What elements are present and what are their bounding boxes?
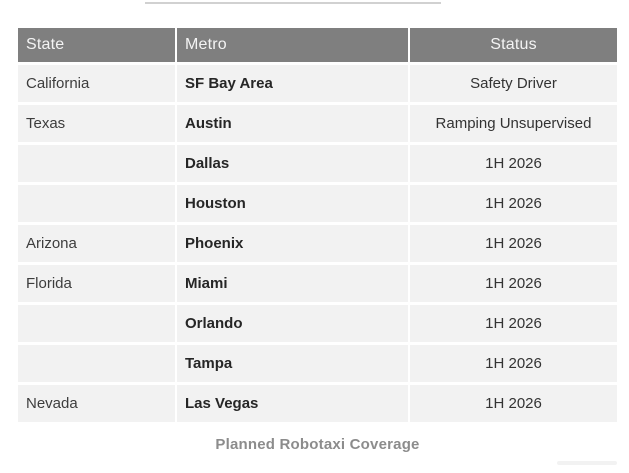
cell-status: 1H 2026 [410, 185, 617, 222]
cell-status: Ramping Unsupervised [410, 105, 617, 142]
robotaxi-coverage-table: State Metro Status California SF Bay Are… [18, 28, 617, 453]
table-row: Nevada Las Vegas 1H 2026 [18, 385, 617, 422]
cell-state: Texas [18, 105, 175, 142]
cell-state: Florida [18, 265, 175, 302]
table-row: Arizona Phoenix 1H 2026 [18, 225, 617, 262]
cell-state: Arizona [18, 225, 175, 262]
cell-metro: Austin [177, 105, 408, 142]
cell-metro: SF Bay Area [177, 65, 408, 102]
table-row: Tampa 1H 2026 [18, 345, 617, 382]
table-caption: Planned Robotaxi Coverage [215, 436, 420, 453]
table-row: Florida Miami 1H 2026 [18, 265, 617, 302]
column-header-metro: Metro [177, 28, 408, 62]
watermark-smudge-artifact [557, 461, 617, 465]
column-header-status: Status [410, 28, 617, 62]
table-row: Houston 1H 2026 [18, 185, 617, 222]
cell-status: 1H 2026 [410, 345, 617, 382]
table-header-row: State Metro Status [18, 28, 617, 62]
table-row: Dallas 1H 2026 [18, 145, 617, 182]
cropped-top-line-artifact [145, 2, 441, 4]
cell-status: 1H 2026 [410, 385, 617, 422]
table: State Metro Status California SF Bay Are… [18, 28, 617, 422]
cell-metro: Houston [177, 185, 408, 222]
cell-metro: Miami [177, 265, 408, 302]
cell-metro: Las Vegas [177, 385, 408, 422]
table-row: California SF Bay Area Safety Driver [18, 65, 617, 102]
column-header-state: State [18, 28, 175, 62]
cell-status: 1H 2026 [410, 145, 617, 182]
cell-state [18, 305, 175, 342]
cell-metro: Phoenix [177, 225, 408, 262]
cell-metro: Tampa [177, 345, 408, 382]
cell-state [18, 185, 175, 222]
cell-status: Safety Driver [410, 65, 617, 102]
cell-status: 1H 2026 [410, 225, 617, 262]
cell-status: 1H 2026 [410, 265, 617, 302]
cell-state: Nevada [18, 385, 175, 422]
table-row: Texas Austin Ramping Unsupervised [18, 105, 617, 142]
cell-state: California [18, 65, 175, 102]
cell-state [18, 145, 175, 182]
table-row: Orlando 1H 2026 [18, 305, 617, 342]
cell-metro: Dallas [177, 145, 408, 182]
cell-status: 1H 2026 [410, 305, 617, 342]
cell-state [18, 345, 175, 382]
cell-metro: Orlando [177, 305, 408, 342]
